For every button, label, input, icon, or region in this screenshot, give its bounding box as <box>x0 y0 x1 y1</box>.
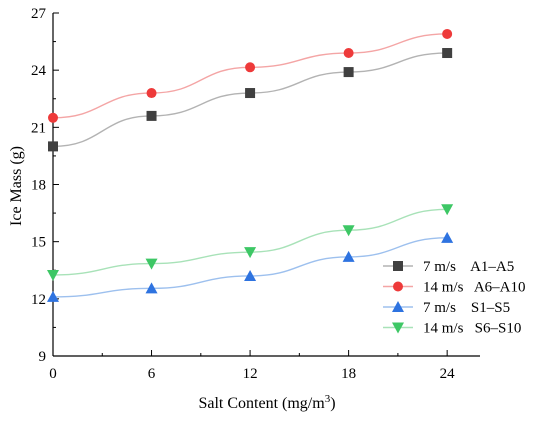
data-point <box>441 204 454 216</box>
data-point <box>342 225 355 237</box>
x-tick-label: 6 <box>148 366 156 382</box>
data-point <box>146 110 157 121</box>
data-point <box>442 28 453 39</box>
series-4 <box>47 204 454 282</box>
data-point <box>145 258 158 270</box>
data-point <box>48 112 58 123</box>
data-point <box>343 48 354 59</box>
legend-label: 14 m/s S6–S10 <box>423 321 521 337</box>
series-3 <box>47 231 454 302</box>
data-point <box>245 62 256 73</box>
series-2 <box>48 28 453 123</box>
y-tick-label: 24 <box>31 63 47 79</box>
legend-label: 7 m/s A1–A5 <box>423 259 514 275</box>
x-tick-label: 0 <box>49 366 57 382</box>
legend-marker <box>392 322 404 334</box>
legend-item: 7 m/s A1–A5 <box>383 259 514 275</box>
legend-item: 14 m/s A6–A10 <box>383 280 526 296</box>
series-1 <box>48 48 453 152</box>
y-tick-label: 27 <box>31 6 47 22</box>
x-tick-label: 18 <box>341 366 356 382</box>
data-point <box>47 290 59 302</box>
data-point <box>146 88 157 99</box>
y-tick-label: 21 <box>31 120 46 136</box>
y-tick-label: 18 <box>31 178 46 194</box>
data-point <box>47 270 59 282</box>
data-point <box>48 141 58 152</box>
data-point <box>245 88 256 99</box>
legend-marker <box>393 261 403 271</box>
legend-item: 14 m/s S6–S10 <box>383 321 521 337</box>
data-point <box>343 67 354 78</box>
data-point <box>442 48 453 59</box>
legend-label: 14 m/s A6–A10 <box>423 280 526 296</box>
y-axis-title: Ice Mass (g) <box>8 146 25 226</box>
legend: 7 m/s A1–A5 14 m/s A6–A10 7 m/s S1–S5 14 m/… <box>383 259 526 337</box>
legend-item: 7 m/s S1–S5 <box>383 300 510 316</box>
x-tick-label: 12 <box>243 366 258 382</box>
series-line <box>52 208 448 276</box>
y-tick-label: 9 <box>39 349 47 365</box>
data-point <box>441 231 454 243</box>
y-tick-label: 12 <box>31 292 46 308</box>
data-point <box>342 250 355 262</box>
data-point <box>145 282 158 294</box>
series-layer <box>47 28 454 302</box>
axes: 9 12 15 18 21 24 27 0 6 12 18 24 <box>31 6 480 382</box>
x-axis-title: Salt Content (mg/m3) <box>198 393 335 412</box>
legend-label: 7 m/s S1–S5 <box>423 300 510 316</box>
data-point <box>244 247 257 259</box>
legend-marker <box>392 301 404 312</box>
series-line <box>52 33 448 119</box>
legend-marker <box>393 281 403 292</box>
x-tick-label: 24 <box>440 366 456 382</box>
y-tick-label: 15 <box>31 235 46 251</box>
data-point <box>244 269 257 281</box>
